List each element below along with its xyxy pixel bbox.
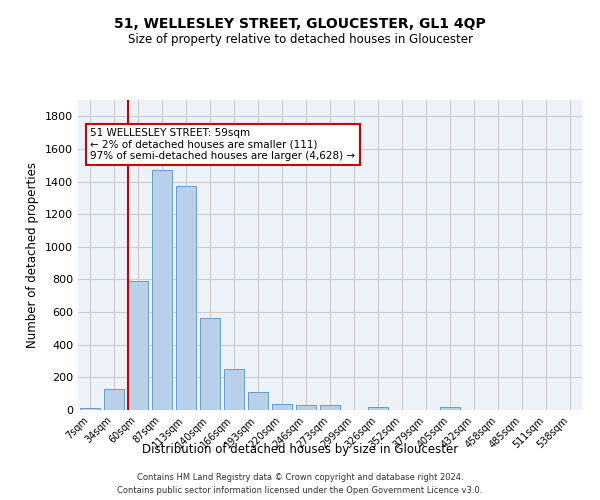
Text: 51 WELLESLEY STREET: 59sqm
← 2% of detached houses are smaller (111)
97% of semi: 51 WELLESLEY STREET: 59sqm ← 2% of detac… [90, 128, 355, 161]
Y-axis label: Number of detached properties: Number of detached properties [26, 162, 40, 348]
Bar [368, 406, 388, 410]
Bar [200, 318, 220, 410]
Bar [224, 369, 244, 410]
Bar [272, 404, 292, 410]
Text: Contains public sector information licensed under the Open Government Licence v3: Contains public sector information licen… [118, 486, 482, 495]
Text: Size of property relative to detached houses in Gloucester: Size of property relative to detached ho… [128, 32, 473, 46]
Text: 51, WELLESLEY STREET, GLOUCESTER, GL1 4QP: 51, WELLESLEY STREET, GLOUCESTER, GL1 4Q… [114, 18, 486, 32]
Bar [296, 405, 316, 410]
Bar [128, 281, 148, 410]
Bar [320, 405, 340, 410]
Bar [440, 406, 460, 410]
Bar [176, 186, 196, 410]
Bar [104, 389, 124, 410]
Bar [152, 170, 172, 410]
Bar [248, 392, 268, 410]
Text: Contains HM Land Registry data © Crown copyright and database right 2024.: Contains HM Land Registry data © Crown c… [137, 472, 463, 482]
Bar [80, 408, 100, 410]
Text: Distribution of detached houses by size in Gloucester: Distribution of detached houses by size … [142, 442, 458, 456]
